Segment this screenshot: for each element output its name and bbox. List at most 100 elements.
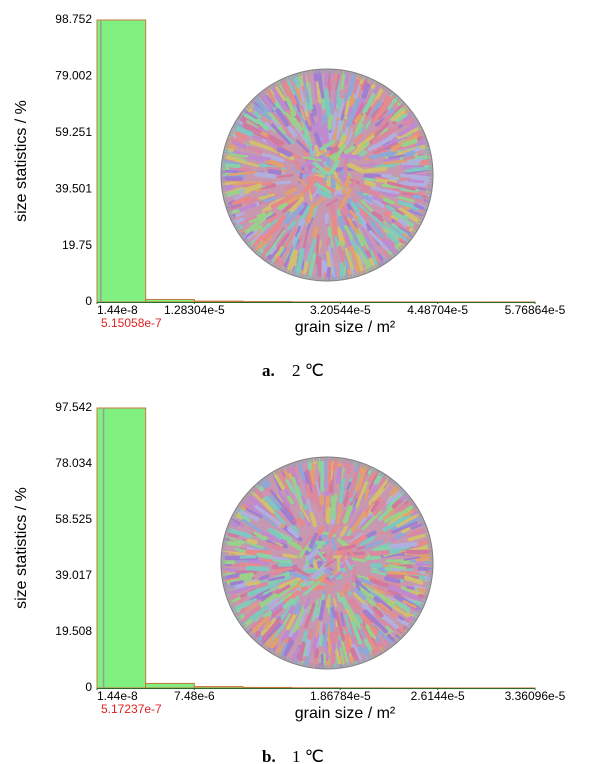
- grain: [371, 473, 374, 478]
- grain: [316, 53, 317, 78]
- grain: [200, 211, 230, 226]
- grain: [329, 116, 331, 127]
- grain: [367, 182, 374, 184]
- x-tick-label: 1.28304e-5: [164, 303, 225, 317]
- grain: [422, 162, 429, 163]
- grain: [263, 453, 273, 474]
- caption: 1 ℃: [292, 747, 324, 764]
- grain: [280, 564, 291, 565]
- grain: [430, 171, 463, 175]
- grain: [383, 652, 407, 681]
- grain: [345, 449, 347, 466]
- grain: [414, 234, 435, 249]
- grain: [415, 499, 428, 510]
- x-tick-label: 1.86784e-5: [310, 689, 371, 703]
- page: {"chart_data": [ {"type": "histogram", "…: [0, 0, 596, 764]
- y-tick-label: 59.251: [55, 125, 92, 139]
- y-tick-label: 19.75: [62, 238, 92, 252]
- grain: [363, 273, 372, 300]
- y-axis-label: size statistics / %: [13, 487, 30, 609]
- grain: [316, 650, 317, 657]
- grain: [241, 564, 260, 566]
- y-tick-label: 98.752: [55, 12, 92, 26]
- y-tick-label: 0: [85, 294, 92, 308]
- grain: [303, 571, 316, 572]
- grain: [312, 466, 313, 485]
- grain: [360, 660, 373, 687]
- grain: [284, 555, 295, 557]
- grain: [431, 578, 446, 581]
- grain: [241, 557, 256, 558]
- bar: [243, 687, 292, 688]
- grain: [231, 469, 251, 494]
- grain: [275, 434, 292, 466]
- grain: [396, 78, 417, 98]
- caption-letter: b.: [262, 747, 276, 764]
- grain: [415, 616, 449, 633]
- grain: [356, 116, 359, 121]
- grain: [221, 626, 244, 642]
- grain: [242, 575, 252, 576]
- grain: [334, 434, 335, 459]
- grain: [354, 568, 355, 581]
- grain: [330, 435, 332, 459]
- grain: [428, 139, 444, 145]
- figure: 019.7539.50159.25179.00298.7525.15058e-7…: [0, 0, 596, 764]
- grain: [188, 146, 222, 157]
- grain: [247, 642, 259, 657]
- grain: [427, 521, 459, 535]
- grain: [315, 228, 317, 236]
- grain: [392, 544, 416, 547]
- grain: [192, 204, 226, 216]
- grain: [414, 623, 422, 630]
- grain: [325, 123, 327, 143]
- grain: [391, 73, 407, 95]
- bar: [194, 687, 243, 688]
- grain: [228, 192, 239, 195]
- y-tick-label: 58.525: [55, 512, 92, 526]
- grain: [313, 126, 314, 133]
- grain: [205, 139, 229, 143]
- grain: [260, 652, 277, 685]
- grain: [408, 587, 414, 588]
- x-tick-label: 2.6144e-5: [411, 689, 465, 703]
- bar: [97, 20, 146, 302]
- grain: [200, 135, 226, 145]
- microstructure: [188, 38, 462, 315]
- grain: [219, 82, 246, 108]
- grain: [431, 543, 457, 546]
- grain: [228, 543, 240, 545]
- grain: [358, 547, 364, 549]
- grain: [233, 246, 253, 263]
- grain: [270, 171, 280, 172]
- marker-label: 5.15058e-7: [101, 316, 162, 330]
- grain: [429, 579, 453, 581]
- grain: [314, 107, 315, 114]
- grain: [231, 243, 255, 261]
- grain: [257, 174, 274, 176]
- grain: [293, 632, 297, 639]
- grain: [338, 469, 339, 482]
- grain: [338, 594, 340, 601]
- grain: [426, 139, 453, 148]
- grain: [382, 649, 399, 673]
- grain: [248, 552, 269, 553]
- marker-label: 5.17237e-7: [101, 702, 162, 716]
- grain: [213, 103, 240, 118]
- grain: [216, 626, 242, 641]
- grain: [256, 649, 270, 668]
- grain: [328, 600, 329, 606]
- y-axis-label: size statistics / %: [13, 100, 30, 222]
- grain: [323, 128, 324, 143]
- grain: [341, 218, 343, 228]
- grain: [383, 262, 391, 279]
- grain: [400, 183, 424, 184]
- grain: [244, 640, 257, 656]
- grain: [346, 102, 348, 114]
- grain: [345, 553, 363, 554]
- grain: [249, 541, 256, 542]
- grain: [303, 497, 304, 503]
- x-axis-label: grain size / m²: [295, 705, 396, 722]
- grain: [365, 491, 368, 498]
- grain: [285, 59, 289, 76]
